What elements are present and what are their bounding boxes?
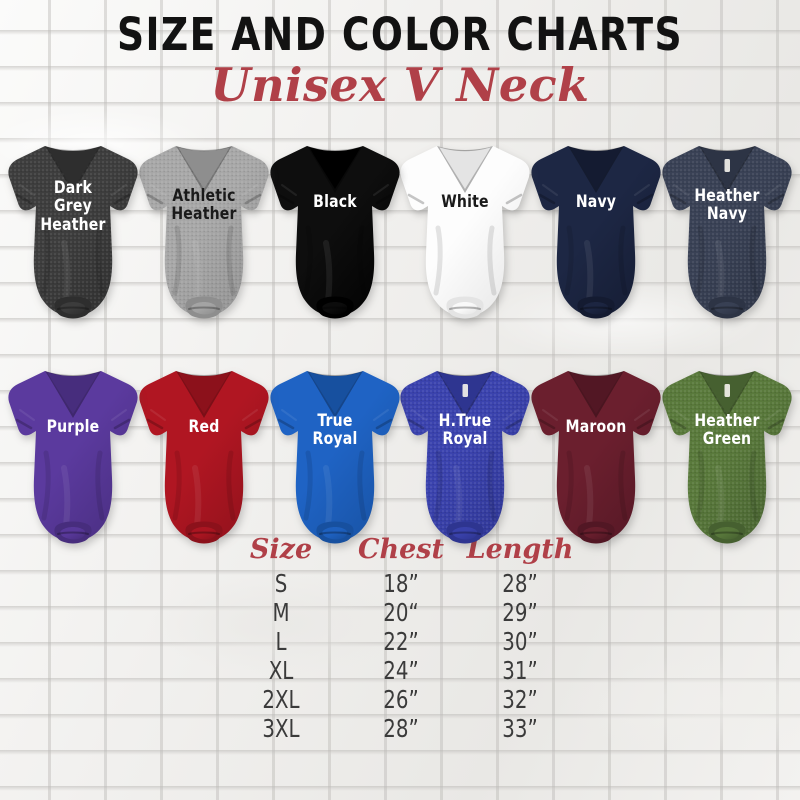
chest-cell: 28” — [383, 714, 419, 743]
page-subtitle: Unisex V Neck — [210, 58, 590, 112]
chest-cell: 24” — [383, 656, 419, 685]
size-cell: 2XL — [262, 685, 300, 714]
length-cell: 32” — [502, 685, 538, 714]
size-chart-body: S 18” 28” M 20“ 29” L 22” 30” XL 24” 31” 2XL 26” 32” 3X… — [221, 569, 579, 743]
size-chart-row: 3XL 28” 33” — [221, 714, 579, 743]
length-cell: 31” — [502, 656, 538, 685]
size-cell: S — [274, 569, 288, 598]
chest-cell: 26” — [383, 685, 419, 714]
page-title: SIZE AND COLOR CHARTS — [117, 8, 683, 61]
shirt-swatch-true-royal[interactable]: True Royal — [260, 358, 410, 553]
size-chart-row: L 22” 30” — [221, 627, 579, 656]
length-cell: 28” — [502, 569, 538, 598]
shirt-swatch-heather-green[interactable]: Heather Green — [652, 358, 800, 553]
shirt-swatch-red[interactable]: Red — [129, 358, 279, 553]
size-cell: L — [275, 627, 287, 656]
shirt-swatch-white[interactable]: White — [390, 133, 540, 328]
size-chart-table: Size Chest Length S 18” 28” M 20“ 29” L 22” 30” X… — [0, 534, 800, 743]
length-cell: 30” — [502, 627, 538, 656]
shirt-swatch-athletic-heather[interactable]: Athletic Heather — [129, 133, 279, 328]
shirt-row-bottom: Purple — [0, 358, 800, 553]
shirt-swatch-h-true-royal[interactable]: H.True Royal — [390, 358, 540, 553]
size-chart-row: S 18” 28” — [221, 569, 579, 598]
shirt-swatch-heather-navy[interactable]: Heather Navy — [652, 133, 800, 328]
size-cell: M — [272, 598, 290, 627]
shirt-swatch-dark-grey-heather[interactable]: Dark Grey Heather — [0, 133, 148, 328]
size-chart-row: XL 24” 31” — [221, 656, 579, 685]
column-header-size: Size — [249, 534, 313, 565]
size-chart-row: 2XL 26” 32” — [221, 685, 579, 714]
shirt-swatch-purple[interactable]: Purple — [0, 358, 148, 553]
size-chart-row: M 20“ 29” — [221, 598, 579, 627]
size-chart-header-row: Size Chest Length — [221, 534, 579, 569]
chest-cell: 22” — [383, 627, 419, 656]
chest-cell: 20“ — [383, 598, 419, 627]
chest-cell: 18” — [383, 569, 419, 598]
length-cell: 33” — [502, 714, 538, 743]
column-header-chest: Chest — [358, 534, 444, 565]
column-header-length: Length — [466, 534, 574, 565]
size-cell: XL — [268, 656, 294, 685]
shirt-row-top: Dark Grey Heather — [0, 133, 800, 328]
length-cell: 29” — [502, 598, 538, 627]
shirt-swatch-navy[interactable]: Navy — [521, 133, 671, 328]
shirt-swatch-maroon[interactable]: Maroon — [521, 358, 671, 553]
shirt-swatch-black[interactable]: Black — [260, 133, 410, 328]
size-cell: 3XL — [262, 714, 300, 743]
